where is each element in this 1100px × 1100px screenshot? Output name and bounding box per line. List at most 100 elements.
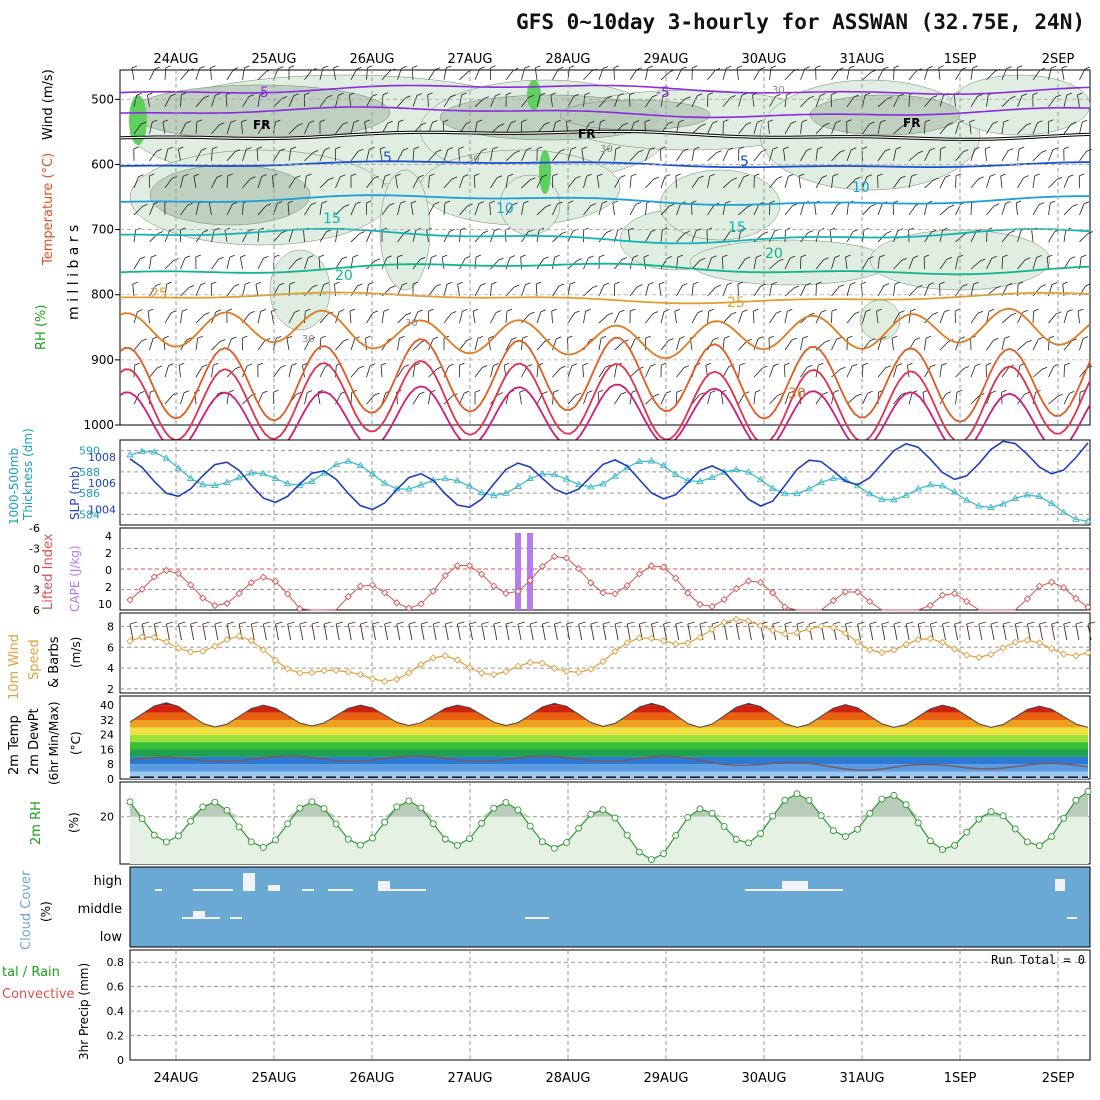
barb-flag-26-4: [541, 174, 548, 178]
barb-flag-28-2: [566, 119, 572, 123]
wind10-barb-flag-65: [918, 621, 926, 625]
barb-flag-7-1: [248, 94, 255, 97]
barb-flag-18-5: [410, 200, 417, 204]
wind10-barb-79: [1087, 623, 1092, 641]
wind10-barb-49: [723, 623, 728, 641]
barb-flag-32-7: [632, 255, 639, 258]
barb-flag-30-12: [598, 389, 604, 393]
barb-21-7: [459, 258, 466, 270]
barb-flag-57-10: [1026, 339, 1032, 343]
barb-flag-22-4: [474, 173, 480, 177]
barb-flag-16-2: [387, 120, 393, 124]
barb-flag-47-11: [862, 362, 869, 366]
barb-0-6: [133, 230, 137, 243]
barb-11-6: [303, 229, 305, 242]
barb-flag-0-3: [133, 146, 139, 150]
contour-label-8: 20: [335, 268, 353, 284]
barb-7-11: [242, 365, 248, 378]
contour-label-6: 15: [323, 211, 341, 227]
barb-flag-34-3: [660, 146, 666, 150]
barb-flag-26-12: [542, 391, 548, 394]
cloud-high-bar-10: [808, 889, 843, 891]
barb-flag-12-4: [328, 177, 334, 180]
rh2m-marker-41: [623, 831, 631, 839]
rh2m-marker-9: [235, 823, 243, 831]
cloud-high-bar-3: [268, 885, 280, 891]
thick-tick-584: 584: [79, 508, 100, 521]
barb-26-8: [535, 284, 538, 297]
barb-flag-17-3: [402, 147, 409, 151]
barb-1-3: [149, 150, 157, 162]
barb-flag-52-12: [945, 391, 952, 395]
barb-57-12: [1017, 394, 1025, 405]
barb-flag-16-0: [389, 68, 396, 72]
barb-41-8: [769, 284, 773, 297]
barb-13-8: [334, 284, 336, 297]
barb-24-9: [505, 311, 508, 324]
barb-flag-47-10: [869, 338, 876, 342]
barb-flag-21-10: [466, 338, 472, 341]
barb-flag-31-2: [622, 122, 628, 126]
cloud-bars: [155, 873, 1077, 919]
ylabel-precip-3: Convective: [2, 987, 75, 1002]
barb-8-8: [255, 284, 259, 297]
barb-30-0: [598, 68, 604, 80]
barb-flag-23-3: [492, 146, 498, 150]
barb-20-9: [443, 313, 452, 324]
barb-flag-59-3: [1052, 147, 1059, 151]
barb-39-4: [738, 176, 744, 189]
lifted-marker-25: [465, 561, 474, 570]
barb-42-0: [784, 70, 794, 81]
barb-40-1: [752, 94, 755, 107]
thick-tick-590: 590: [79, 445, 100, 458]
barb-22-5: [474, 203, 480, 216]
thickness-marker-39: [599, 480, 607, 487]
barb-47-12: [862, 393, 868, 405]
rh2m-marker-53: [769, 812, 777, 820]
barb-42-1: [784, 94, 787, 107]
barb-flag-51-2: [924, 119, 931, 123]
thickness-marker-5: [186, 474, 195, 481]
ylabel-temp2m-1: 2m Temp: [7, 715, 22, 775]
barb-flag-22-5: [478, 201, 485, 204]
barb-flag-30-4: [597, 173, 603, 177]
barb-flag-59-2: [1048, 119, 1054, 123]
barb-43-10: [800, 338, 804, 351]
barb-9-3: [273, 150, 281, 162]
barb-61-5: [1079, 203, 1085, 216]
barb-61-1: [1077, 94, 1080, 107]
barb-11-10: [304, 339, 311, 351]
barb-flag-42-8: [793, 285, 800, 289]
barb-38-6: [722, 231, 731, 243]
thickness-marker-77: [1059, 508, 1068, 515]
barb-flag-22-11: [482, 365, 488, 368]
barb-flag-8-11: [257, 362, 263, 366]
barb-36-9: [691, 312, 699, 324]
thickness-marker-79: [1084, 517, 1092, 524]
wind10-marker-26: [441, 652, 449, 660]
barb-flag-43-6: [807, 230, 814, 233]
barb-46-9: [846, 313, 855, 324]
barb-flag-51-6: [931, 229, 937, 233]
rh2m-marker-58: [829, 827, 837, 835]
barb-60-5: [1063, 206, 1073, 216]
barb-flag-35-3: [683, 148, 689, 152]
barb-17-10: [397, 338, 400, 351]
barb-flag-26-3: [537, 146, 543, 150]
barb-12-7: [318, 256, 321, 270]
barb-flag-28-9: [574, 310, 580, 314]
thickness-marker-75: [1035, 492, 1044, 500]
barb-flag-56-1: [1010, 95, 1016, 99]
barb-flag-25-12: [519, 389, 525, 393]
rh2m-marker-30: [490, 804, 498, 812]
barb-2-7: [164, 260, 174, 270]
barb-flag-13-4: [340, 174, 346, 178]
barb-12-11: [319, 366, 326, 378]
rh2m-marker-29: [478, 819, 486, 827]
barb-38-10: [722, 338, 725, 351]
temp-band-4: [130, 742, 1088, 750]
barb-39-7: [738, 258, 746, 270]
barb-flag-4-8: [200, 282, 206, 286]
barb-55-2: [986, 123, 994, 135]
